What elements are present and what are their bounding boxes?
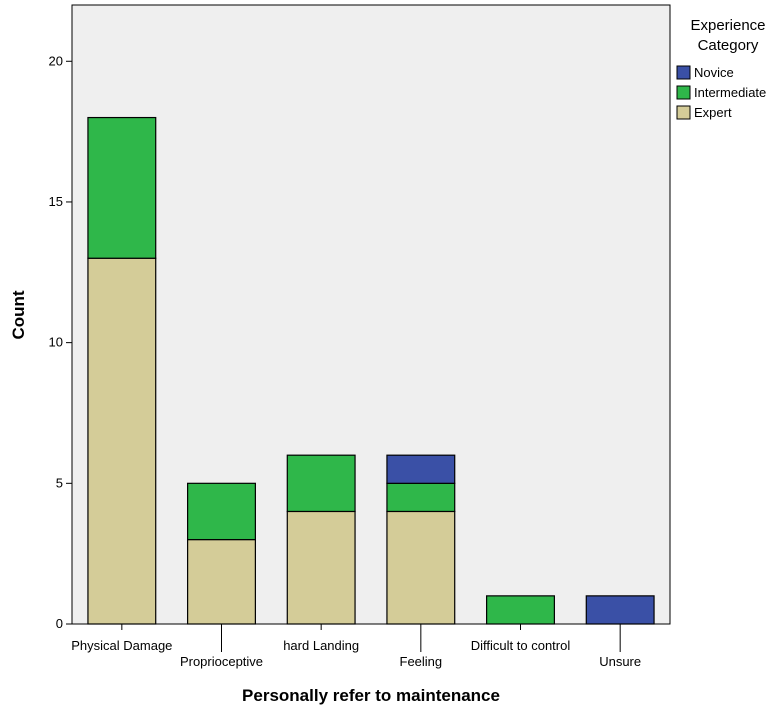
bar-segment-expert-4 — [386, 510, 456, 625]
bar-segment-intermediate-4 — [386, 482, 456, 513]
y-tick-label: 0 — [56, 616, 63, 631]
x-tick-label: Proprioceptive — [180, 654, 263, 669]
x-axis: Physical Damage Proprioceptive hard Landin… — [71, 624, 641, 669]
y-axis-title: Count — [9, 290, 28, 339]
y-axis: 0 5 10 15 20 — [49, 53, 72, 631]
legend-label-expert: Expert — [694, 105, 732, 120]
bars-group — [87, 116, 655, 625]
bar-segment-intermediate-5 — [486, 595, 555, 625]
x-tick-label: hard Landing — [283, 638, 359, 653]
x-tick-label: Unsure — [599, 654, 641, 669]
bar-segment-expert-1 — [87, 257, 157, 625]
bar-segment-novice-6 — [585, 595, 655, 625]
legend-title-line1: Experience — [690, 17, 765, 34]
y-tick-label: 15 — [49, 194, 63, 209]
legend-label-novice: Novice — [694, 65, 734, 80]
legend-swatch-intermediate — [676, 85, 691, 100]
legend-swatch-expert — [676, 105, 691, 120]
x-tick-label: Difficult to control — [471, 638, 571, 653]
x-tick-label: Physical Damage — [71, 638, 172, 653]
bar-segment-novice-4 — [386, 454, 456, 484]
plot-area — [71, 4, 671, 625]
bar-segment-intermediate-1 — [87, 116, 157, 259]
legend: Experience Category Novice Intermediate Ex… — [676, 17, 766, 120]
bar-segment-intermediate-2 — [187, 482, 256, 541]
y-tick-label: 5 — [56, 475, 63, 490]
legend-swatch-novice — [676, 65, 691, 80]
legend-label-intermediate: Intermediate — [694, 85, 766, 100]
y-tick-label: 20 — [49, 53, 63, 68]
bar-segment-intermediate-3 — [286, 454, 356, 513]
legend-title-line2: Category — [698, 37, 759, 54]
x-tick-label: Feeling — [400, 654, 443, 669]
bar-segment-expert-3 — [286, 510, 356, 625]
y-tick-label: 10 — [49, 335, 63, 350]
bar-segment-expert-2 — [187, 538, 256, 625]
x-axis-title: Personally refer to maintenance — [242, 686, 500, 705]
